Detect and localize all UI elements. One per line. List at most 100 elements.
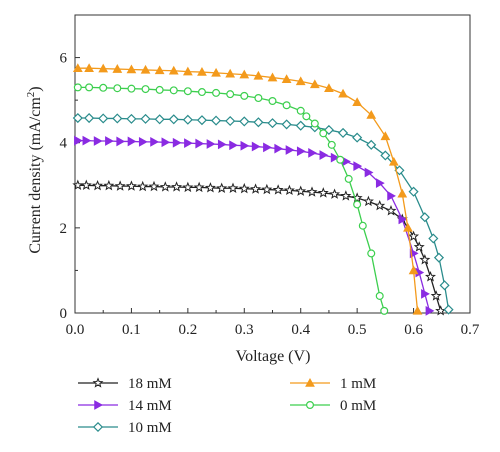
data-point bbox=[112, 113, 123, 124]
data-point bbox=[126, 64, 137, 74]
data-point bbox=[99, 83, 108, 92]
data-point bbox=[80, 179, 92, 190]
x-axis-title: Voltage (V) bbox=[236, 348, 311, 365]
plot-frame bbox=[74, 14, 471, 314]
data-point bbox=[92, 179, 104, 191]
data-point bbox=[364, 167, 374, 178]
data-point bbox=[204, 182, 216, 193]
data-point bbox=[385, 205, 397, 216]
legend-label: 18 mM bbox=[128, 376, 172, 392]
data-point bbox=[295, 120, 306, 131]
data-point bbox=[336, 155, 345, 164]
data-point bbox=[268, 96, 277, 105]
data-point bbox=[74, 135, 83, 146]
data-point bbox=[82, 135, 92, 146]
data-point bbox=[302, 112, 311, 121]
data-point bbox=[353, 161, 363, 172]
data-point bbox=[310, 119, 319, 128]
data-point bbox=[253, 70, 264, 80]
data-point bbox=[281, 119, 292, 130]
data-point bbox=[319, 150, 329, 160]
data-point bbox=[430, 290, 442, 301]
data-point bbox=[295, 76, 306, 86]
data-point bbox=[340, 190, 352, 201]
data-point bbox=[226, 90, 235, 99]
data-point bbox=[161, 137, 171, 148]
data-point bbox=[330, 152, 340, 163]
data-point bbox=[197, 67, 207, 76]
data-point bbox=[283, 184, 295, 196]
data-point bbox=[253, 117, 264, 128]
data-point bbox=[353, 200, 362, 209]
series-10-mm bbox=[72, 112, 454, 315]
data-point bbox=[374, 199, 386, 211]
data-point bbox=[362, 195, 374, 207]
data-point bbox=[217, 139, 227, 150]
data-point bbox=[352, 132, 363, 143]
data-point bbox=[112, 64, 123, 73]
data-point bbox=[408, 230, 420, 242]
y-tick-label: 4 bbox=[60, 136, 68, 152]
legend-item: 1 mM bbox=[290, 376, 376, 392]
data-point bbox=[211, 67, 221, 77]
series-18-mm bbox=[72, 179, 447, 316]
series-0-mm bbox=[73, 83, 389, 315]
data-point bbox=[84, 112, 95, 124]
data-point bbox=[148, 180, 160, 192]
data-point bbox=[387, 191, 397, 201]
data-point bbox=[216, 182, 228, 193]
y-tick-label: 6 bbox=[60, 51, 68, 67]
x-tick-label: 0.3 bbox=[235, 322, 254, 338]
data-point bbox=[140, 64, 151, 74]
data-point bbox=[85, 83, 94, 92]
data-point bbox=[195, 138, 205, 149]
data-point bbox=[141, 85, 150, 94]
data-point bbox=[285, 145, 295, 155]
data-point bbox=[380, 150, 391, 161]
data-point bbox=[140, 113, 151, 124]
data-point bbox=[125, 180, 137, 191]
x-tick-label: 0.2 bbox=[178, 322, 197, 338]
data-point bbox=[398, 214, 408, 225]
axes: 0.0 0.1 0.2 0.3 0.4 0.5 0.6 0.7 0 2 4 6 bbox=[60, 14, 480, 338]
data-point bbox=[317, 187, 329, 198]
data-point bbox=[296, 146, 306, 157]
series-1-mm bbox=[72, 63, 423, 315]
data-point bbox=[412, 305, 423, 315]
data-point bbox=[183, 87, 192, 96]
x-tick-label: 0.1 bbox=[122, 322, 141, 338]
series-14-mm bbox=[74, 135, 435, 316]
data-point bbox=[250, 183, 262, 194]
data-point bbox=[182, 114, 193, 125]
data-point bbox=[150, 136, 160, 147]
data-point bbox=[338, 88, 348, 98]
data-point bbox=[154, 65, 165, 75]
data-point bbox=[388, 156, 399, 166]
data-point bbox=[127, 136, 137, 147]
data-point bbox=[239, 69, 250, 79]
y-tick-label: 0 bbox=[60, 306, 68, 322]
data-point bbox=[154, 114, 165, 125]
x-tick-label: 0.6 bbox=[404, 322, 423, 338]
data-point bbox=[126, 113, 137, 124]
data-point bbox=[227, 182, 239, 193]
y-axis-title-superscript: 2 bbox=[25, 92, 37, 98]
data-point bbox=[171, 181, 183, 192]
legend-item: 18 mM bbox=[78, 376, 172, 392]
data-point bbox=[240, 91, 249, 100]
legend-label: 1 mM bbox=[340, 376, 376, 392]
data-point bbox=[394, 165, 405, 176]
data-point bbox=[439, 280, 450, 291]
y-axis-title-main: Current density (mA/cm bbox=[27, 97, 44, 254]
data-point bbox=[254, 94, 263, 103]
legend-marker bbox=[92, 377, 104, 388]
data-point bbox=[114, 180, 126, 191]
data-point bbox=[352, 97, 363, 107]
legend-item: 10 mM bbox=[78, 420, 172, 436]
data-point bbox=[443, 304, 454, 315]
data-point bbox=[127, 84, 136, 93]
data-point bbox=[425, 305, 435, 316]
series-line bbox=[77, 184, 442, 312]
data-point bbox=[84, 63, 94, 72]
data-point bbox=[428, 233, 439, 244]
